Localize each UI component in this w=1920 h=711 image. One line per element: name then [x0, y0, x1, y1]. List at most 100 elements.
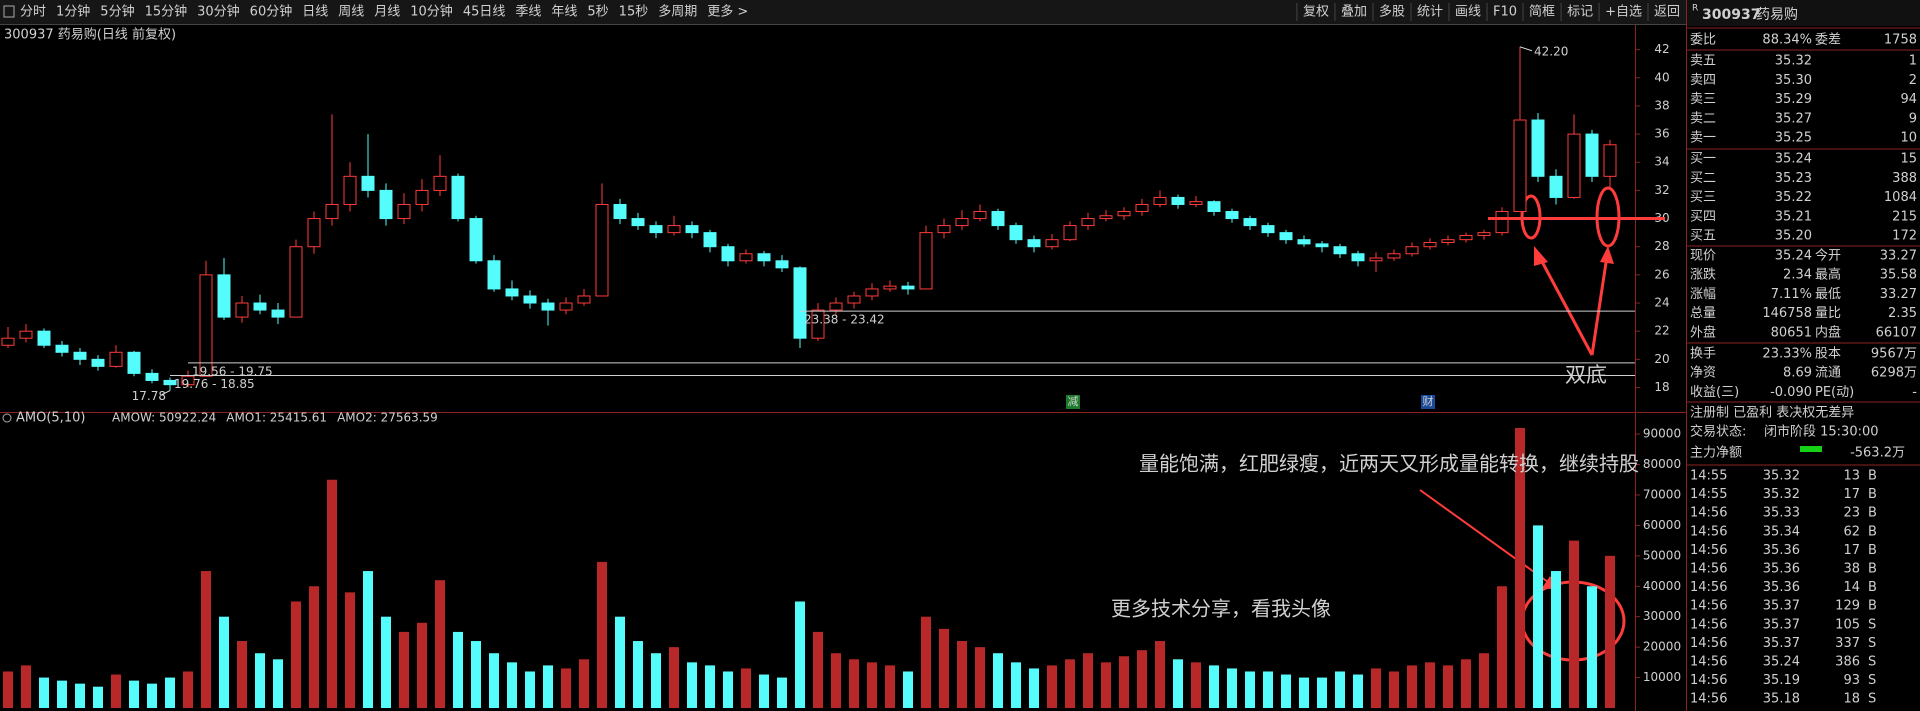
toolbar-tab[interactable]: 30分钟	[197, 4, 240, 20]
toolbar-button[interactable]: 统计	[1417, 5, 1443, 20]
event-badge[interactable]	[1421, 395, 1435, 409]
trade-side: B	[1868, 487, 1877, 502]
toolbar-tab[interactable]: 更多 >	[707, 4, 748, 20]
toolbar-tab[interactable]: 多周期	[658, 4, 697, 20]
field-label: PE(动)	[1815, 385, 1854, 400]
toolbar-button[interactable]: 简框	[1529, 4, 1555, 20]
toolbar-icon[interactable]	[3, 5, 15, 18]
toolbar-tab[interactable]: 15秒	[619, 5, 649, 20]
candle-body	[1045, 239, 1059, 248]
price-level-label: 19.76 - 18.85	[174, 377, 255, 391]
toolbar-button[interactable]: 标记	[1567, 5, 1593, 20]
toolbar-tab[interactable]: 季线	[515, 5, 541, 20]
candle-body	[1333, 246, 1347, 255]
toolbar-tab[interactable]: 分时	[20, 5, 46, 20]
volume-bar	[381, 616, 391, 708]
trade-price: 35.18	[1763, 692, 1800, 707]
stock-code: 300937	[1702, 7, 1760, 23]
toolbar-tab[interactable]: 1分钟	[56, 4, 90, 20]
trade-time: 14:56	[1690, 617, 1727, 632]
field-label: 涨跌	[1690, 267, 1716, 283]
event-label[interactable]: 减	[1068, 395, 1079, 408]
trade-volume: 38	[1843, 562, 1860, 577]
event-label[interactable]: 财	[1423, 394, 1434, 408]
net-label: 主力净额	[1690, 446, 1742, 461]
toolbar-button[interactable]: 叠加	[1341, 5, 1367, 20]
candle-body	[1549, 175, 1563, 198]
candle-body	[613, 203, 627, 220]
toolbar-tab[interactable]: 周线	[338, 5, 364, 20]
toolbar-button[interactable]: 画线	[1455, 5, 1481, 20]
volume-bar	[201, 571, 211, 708]
trade-time: 14:55	[1690, 469, 1727, 484]
book-label: 买二	[1690, 171, 1716, 186]
trade-side: B	[1868, 506, 1877, 521]
price-level-label: 19.56 - 19.75	[192, 364, 273, 378]
toolbar-button[interactable]: +自选	[1605, 5, 1642, 20]
candle-body	[1423, 241, 1437, 248]
book-price: 35.23	[1775, 171, 1812, 186]
trade-price: 35.24	[1763, 655, 1800, 670]
candle-body	[577, 295, 591, 304]
volume-icon[interactable]	[2, 413, 12, 423]
trade-time: 14:56	[1690, 506, 1727, 521]
field-label: 最高	[1815, 267, 1841, 283]
toolbar-tab[interactable]: 15分钟	[145, 4, 188, 20]
trade-volume: 105	[1835, 617, 1860, 632]
toolbar-button[interactable]: F10	[1493, 5, 1517, 20]
volume-bar	[1209, 665, 1219, 708]
volume-bar	[453, 631, 463, 708]
candle-body	[685, 225, 699, 234]
trade-volume: 23	[1843, 506, 1860, 521]
toolbar-tab[interactable]: 60分钟	[250, 4, 293, 20]
candle-body	[109, 351, 123, 367]
event-badge[interactable]	[1066, 395, 1080, 409]
toolbar-tab[interactable]: 日线	[302, 5, 328, 20]
field-label: 总量	[1690, 306, 1716, 321]
legend-entry: AMO2: 27563.59	[337, 411, 438, 425]
candle-body	[379, 189, 393, 220]
volume-bar	[291, 601, 301, 708]
candle-body	[1531, 119, 1545, 177]
trade-side: B	[1868, 543, 1877, 558]
trade-price: 35.37	[1763, 599, 1800, 614]
volume-bar	[1407, 665, 1417, 708]
volume-bar	[93, 686, 103, 708]
volume-bar	[885, 665, 895, 708]
candle-body	[1243, 218, 1257, 227]
trade-time: 14:56	[1690, 673, 1727, 688]
book-label: 买四	[1690, 209, 1716, 224]
arrowhead	[1534, 246, 1548, 266]
book-volume: 9	[1909, 111, 1917, 126]
volume-bar	[957, 641, 967, 708]
field-label: 委比	[1690, 33, 1716, 48]
volume-bar	[669, 647, 679, 708]
volume-bar	[561, 668, 571, 708]
book-volume: 1	[1909, 54, 1917, 69]
toolbar-tab[interactable]: 45日线	[463, 5, 506, 20]
toolbar-tab[interactable]: 年线	[551, 5, 577, 20]
volume-bar	[849, 659, 859, 708]
toolbar-button[interactable]: 多股	[1379, 4, 1405, 20]
toolbar-tab[interactable]: 月线	[374, 5, 400, 20]
toolbar-tab[interactable]: 5分钟	[100, 4, 134, 20]
volume-bar	[489, 653, 499, 708]
toolbar-tab[interactable]: 10分钟	[410, 4, 453, 20]
candle-body	[523, 295, 537, 304]
toolbar-button[interactable]: 复权	[1303, 4, 1329, 20]
volume-bar	[255, 653, 265, 708]
trade-side: B	[1868, 599, 1877, 614]
volume-bar	[1425, 662, 1435, 708]
trade-price: 35.36	[1763, 543, 1800, 558]
volume-bar	[741, 668, 751, 708]
arrow-line	[1537, 255, 1594, 356]
candle-body	[1261, 225, 1275, 234]
field-value: 1758	[1884, 33, 1917, 48]
toolbar-button[interactable]: 返回	[1654, 5, 1680, 20]
volume-bar	[921, 616, 931, 708]
volume-bar	[1101, 662, 1111, 708]
toolbar-tab[interactable]: 5秒	[587, 5, 608, 20]
legend-entry: AMOW: 50922.24	[112, 411, 216, 425]
field-value: 6298万	[1871, 366, 1917, 381]
